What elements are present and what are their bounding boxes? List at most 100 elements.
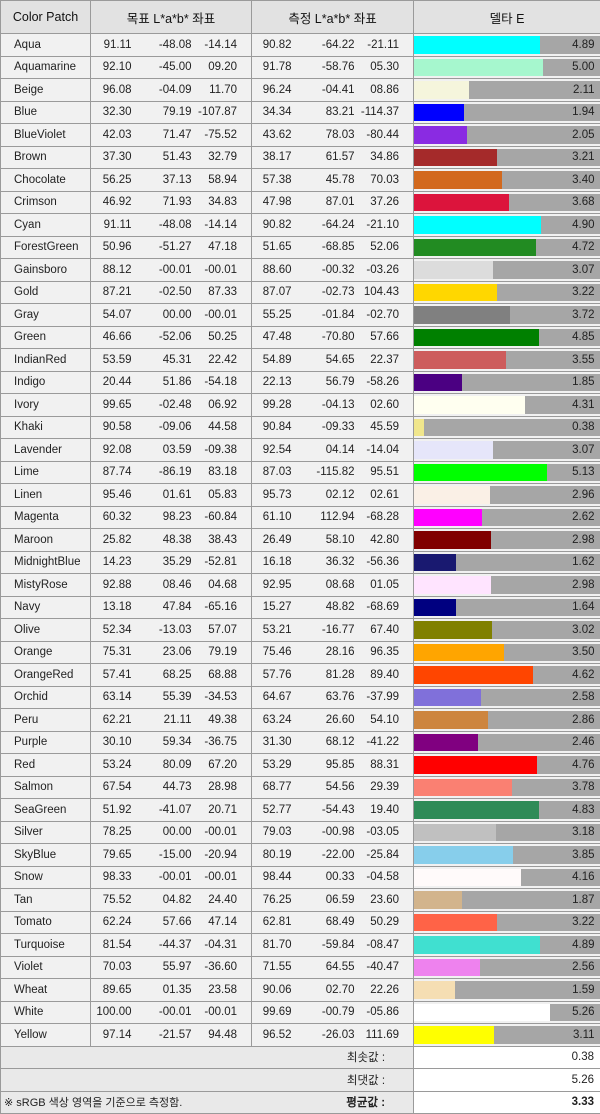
delta-e-bar-cell: 3.02: [414, 619, 600, 642]
color-swatch-bar: [414, 149, 497, 167]
delta-e-bar-cell: 4.89: [414, 934, 600, 957]
target-a: -00.01: [146, 259, 196, 282]
measured-a: -59.84: [306, 934, 359, 957]
color-swatch-bar: [414, 644, 504, 662]
measured-b: -03.26: [359, 259, 414, 282]
delta-e-bar-cell: 2.58: [414, 686, 600, 709]
measured-l: 75.46: [252, 641, 306, 664]
target-b: 67.20: [196, 754, 252, 777]
target-l: 51.92: [91, 799, 146, 822]
color-patch-name: Ivory: [1, 394, 91, 417]
target-a: 59.34: [146, 731, 196, 754]
measured-l: 22.13: [252, 371, 306, 394]
color-patch-name: Beige: [1, 79, 91, 102]
measured-a: 04.14: [306, 439, 359, 462]
target-b: 38.43: [196, 529, 252, 552]
color-swatch-bar: [414, 284, 497, 302]
measured-b: 111.69: [359, 1024, 414, 1047]
measured-b: -05.86: [359, 1001, 414, 1024]
target-a: 98.23: [146, 506, 196, 529]
target-l: 87.21: [91, 281, 146, 304]
target-l: 52.34: [91, 619, 146, 642]
min-label: 최솟값 :: [252, 1046, 414, 1069]
measured-b: 45.59: [359, 416, 414, 439]
measured-l: 26.49: [252, 529, 306, 552]
target-b: 44.58: [196, 416, 252, 439]
measured-a: 56.79: [306, 371, 359, 394]
color-swatch-bar: [414, 891, 462, 909]
target-a: 55.39: [146, 686, 196, 709]
measured-l: 90.82: [252, 34, 306, 57]
measured-a: -00.79: [306, 1001, 359, 1024]
delta-e-value: 2.56: [572, 957, 594, 979]
avg-value: 3.33: [414, 1091, 600, 1114]
target-b: -04.31: [196, 934, 252, 957]
delta-e-bar-cell: 5.26: [414, 1001, 600, 1024]
color-swatch-bar: [414, 374, 462, 392]
measured-a: 95.85: [306, 754, 359, 777]
delta-e-value: 5.26: [572, 1002, 594, 1024]
measured-l: 92.54: [252, 439, 306, 462]
color-swatch-bar: [414, 621, 492, 639]
color-swatch-bar: [414, 441, 493, 459]
color-patch-name: Magenta: [1, 506, 91, 529]
measured-l: 64.67: [252, 686, 306, 709]
target-l: 57.41: [91, 664, 146, 687]
target-l: 91.11: [91, 214, 146, 237]
target-a: 08.46: [146, 574, 196, 597]
target-a: -86.19: [146, 461, 196, 484]
measured-l: 57.76: [252, 664, 306, 687]
delta-e-bar-cell: 3.85: [414, 844, 600, 867]
delta-e-value: 1.62: [572, 552, 594, 574]
measured-l: 96.24: [252, 79, 306, 102]
measured-a: 45.78: [306, 169, 359, 192]
target-b: -09.38: [196, 439, 252, 462]
target-a: 04.82: [146, 889, 196, 912]
target-a: -09.06: [146, 416, 196, 439]
delta-e-bar-cell: 1.62: [414, 551, 600, 574]
delta-e-value: 2.58: [572, 687, 594, 709]
measured-a: -64.22: [306, 34, 359, 57]
target-l: 92.10: [91, 56, 146, 79]
target-l: 42.03: [91, 124, 146, 147]
measured-b: 29.39: [359, 776, 414, 799]
target-a: -41.07: [146, 799, 196, 822]
measured-b: 37.26: [359, 191, 414, 214]
target-b: 79.19: [196, 641, 252, 664]
color-swatch-bar: [414, 869, 521, 887]
measured-l: 34.34: [252, 101, 306, 124]
target-a: -00.01: [146, 866, 196, 889]
measured-l: 53.29: [252, 754, 306, 777]
summary-avg-row: ※ sRGB 색상 영역을 기준으로 측정함. 평균값 : 3.33: [1, 1091, 600, 1114]
measured-a: -00.98: [306, 821, 359, 844]
delta-e-bar-cell: 4.85: [414, 326, 600, 349]
summary-section: 최솟값 : 0.38 최댓값 : 5.26 ※ sRGB 색상 영역을 기준으로…: [1, 1046, 600, 1114]
target-l: 56.25: [91, 169, 146, 192]
color-patch-name: Blue: [1, 101, 91, 124]
target-l: 97.14: [91, 1024, 146, 1047]
delta-e-value: 3.21: [572, 147, 594, 169]
delta-e-value: 3.22: [572, 912, 594, 934]
target-a: -04.09: [146, 79, 196, 102]
target-b: -65.16: [196, 596, 252, 619]
delta-e-value: 5.13: [572, 462, 594, 484]
target-b: -00.01: [196, 1001, 252, 1024]
target-a: -02.48: [146, 394, 196, 417]
measured-a: -00.32: [306, 259, 359, 282]
delta-e-value: 2.96: [572, 484, 594, 506]
measured-b: -58.26: [359, 371, 414, 394]
measured-b: 50.29: [359, 911, 414, 934]
delta-e-value: 3.50: [572, 642, 594, 664]
measured-b: -114.37: [359, 101, 414, 124]
target-b: 23.58: [196, 979, 252, 1002]
target-l: 13.18: [91, 596, 146, 619]
color-patch-name: Chocolate: [1, 169, 91, 192]
measured-b: 22.37: [359, 349, 414, 372]
